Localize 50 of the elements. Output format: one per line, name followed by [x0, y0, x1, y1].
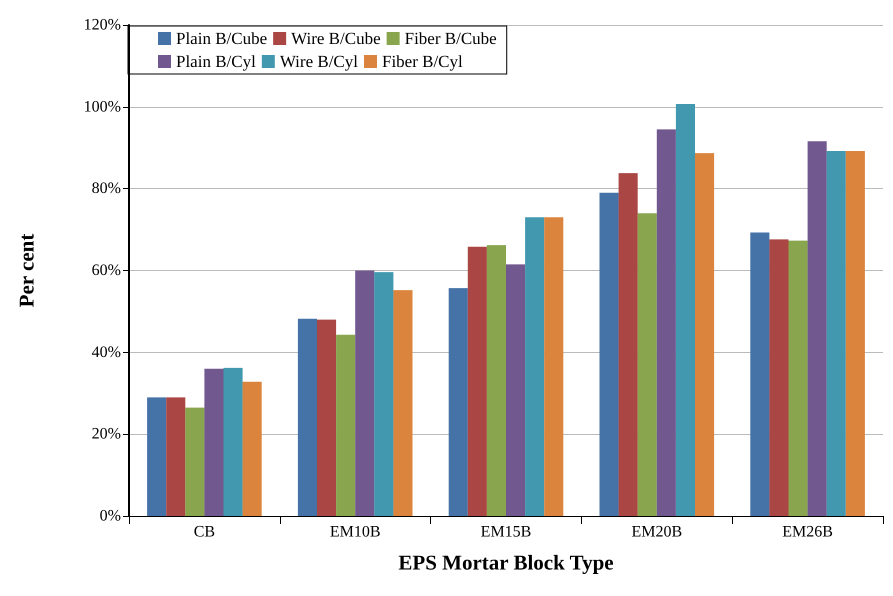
bar — [544, 217, 564, 516]
y-tick-label: 20% — [92, 426, 121, 443]
x-tick-label: EM15B — [480, 524, 532, 540]
bar — [676, 104, 696, 516]
bar — [750, 232, 770, 516]
bar — [695, 153, 714, 516]
legend-label: Plain B/Cube — [176, 29, 268, 48]
bar — [224, 368, 243, 516]
y-tick-label: 60% — [92, 262, 121, 279]
bar — [185, 408, 204, 516]
legend-label: Fiber B/Cube — [404, 29, 497, 48]
y-tick-label: 0% — [100, 508, 121, 524]
bar — [355, 270, 374, 516]
bar — [336, 334, 356, 516]
bar — [808, 141, 827, 516]
bar — [788, 240, 808, 516]
legend-label: Wire B/Cube — [291, 29, 381, 48]
bar — [448, 288, 468, 516]
bar — [374, 272, 394, 516]
y-tick-label: 80% — [92, 180, 121, 198]
bar — [525, 217, 544, 516]
bar — [147, 397, 166, 516]
bar — [486, 245, 506, 516]
x-tick-label: CB — [194, 524, 216, 540]
legend-label: Plain B/Cyl — [176, 52, 256, 71]
x-tick-label: EM10B — [330, 524, 381, 540]
bar — [506, 264, 526, 516]
bar — [298, 318, 317, 516]
x-axis-title: EPS Mortar Block Type — [398, 550, 614, 574]
bar — [166, 397, 186, 516]
x-tick-label: EM20B — [631, 524, 682, 540]
bar — [599, 192, 619, 516]
bar — [393, 290, 413, 516]
bar — [242, 382, 262, 516]
bar — [316, 320, 336, 516]
bar — [618, 173, 638, 516]
bar — [204, 368, 224, 516]
bar — [826, 151, 846, 516]
x-tick-label: EM26B — [782, 524, 833, 540]
bar — [769, 239, 788, 516]
bar — [846, 151, 865, 516]
y-tick-label: 40% — [92, 344, 121, 361]
bar — [656, 129, 676, 516]
y-tick-label: 100% — [84, 98, 121, 116]
legend-label: Wire B/Cyl — [280, 52, 358, 71]
bar — [638, 213, 657, 516]
y-tick-label: 120% — [84, 16, 121, 34]
y-axis-title: Per cent — [14, 234, 38, 308]
bar — [468, 246, 487, 516]
legend-label: Fiber B/Cyl — [382, 52, 464, 71]
